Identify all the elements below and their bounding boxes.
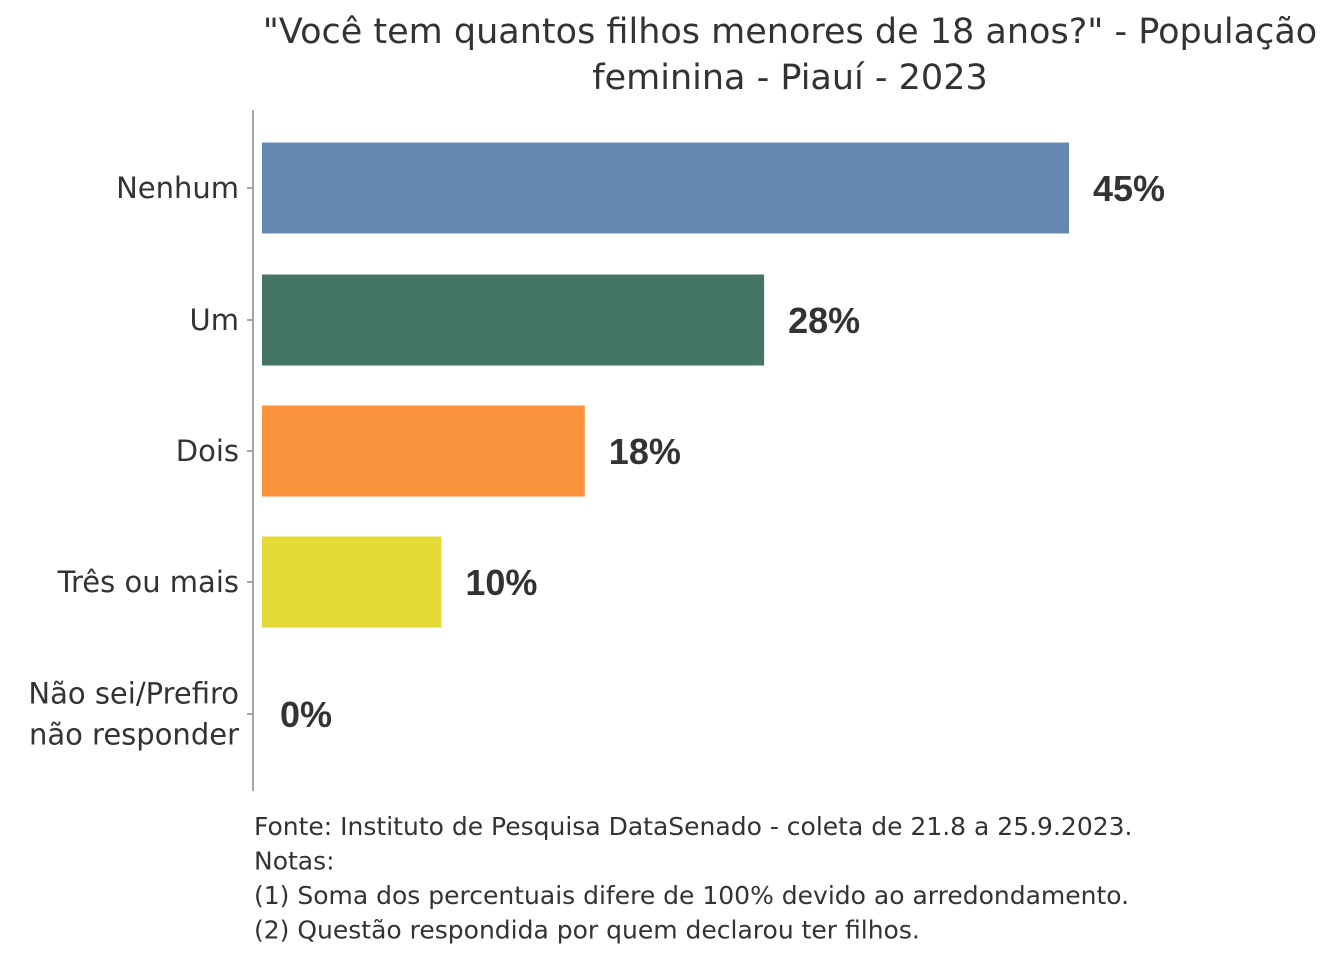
category-label: Dois [176,434,239,468]
footer-line: Fonte: Instituto de Pesquisa DataSenado … [254,812,1132,841]
category-label: Não sei/Prefiro [28,677,239,711]
bar [262,274,765,366]
value-label: 18% [609,431,681,472]
category-label: Um [190,303,239,337]
footer-line: (2) Questão respondida por quem declarou… [254,916,920,945]
title-line: feminina - Piauí - 2023 [592,58,987,98]
chart-footer: Fonte: Instituto de Pesquisa DataSenado … [254,812,1132,945]
category-label: não responder [29,718,239,752]
footer-line: Notas: [254,847,335,876]
value-label: 0% [280,694,332,735]
bar [262,142,1069,234]
category-label: Nenhum [116,171,239,205]
value-label: 45% [1093,168,1165,209]
value-label: 10% [465,562,537,603]
category-label: Três ou mais [57,565,239,599]
bar [262,405,585,497]
value-label: 28% [788,300,860,341]
chart-title: "Você tem quantos filhos menores de 18 a… [263,12,1317,98]
title-line: "Você tem quantos filhos menores de 18 a… [263,12,1317,52]
footer-line: (1) Soma dos percentuais difere de 100% … [254,881,1129,910]
bar [262,536,442,628]
